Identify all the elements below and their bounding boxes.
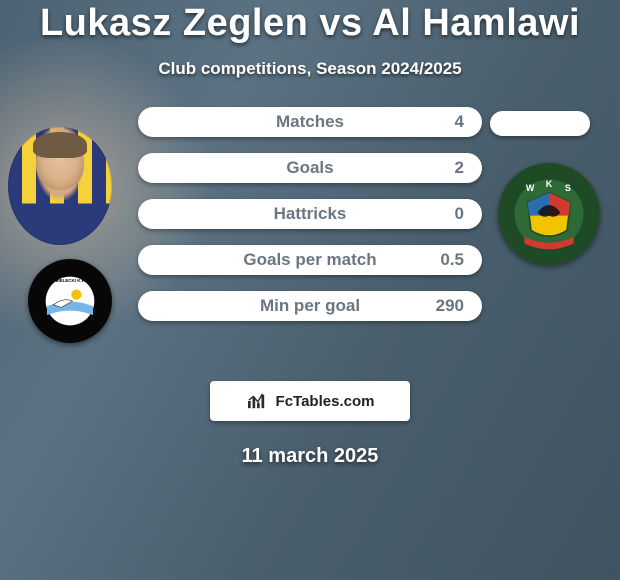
stat-label: Goals: [286, 158, 333, 178]
club-badge-right-icon: W K S: [508, 173, 590, 255]
svg-text:W: W: [526, 183, 535, 193]
stat-bar-min-per-goal: Min per goal 290: [138, 291, 482, 321]
stat-value: 4: [455, 112, 464, 132]
stat-value: 0.5: [440, 250, 464, 270]
stat-value: 0: [455, 204, 464, 224]
stat-bar-goals-per-match: Goals per match 0.5: [138, 245, 482, 275]
date-text: 11 march 2025: [0, 445, 620, 468]
page-title: Lukasz Zeglen vs Al Hamlawi: [0, 2, 620, 45]
brand-pill[interactable]: FcTables.com: [210, 381, 410, 421]
brand-text: FcTables.com: [276, 393, 375, 410]
stat-label: Hattricks: [274, 204, 347, 224]
player-left-club-badge: MIELECKI K.P.: [28, 259, 112, 343]
stat-bar-hattricks: Hattricks 0: [138, 199, 482, 229]
svg-text:S: S: [565, 183, 571, 193]
svg-text:K: K: [546, 179, 553, 189]
stat-label: Min per goal: [260, 296, 360, 316]
player-right-club-badge: W K S: [498, 163, 600, 265]
content: Lukasz Zeglen vs Al Hamlawi Club competi…: [0, 0, 620, 468]
stat-bars: Matches 4 Goals 2 Hattricks 0 Goals per …: [138, 107, 482, 337]
stat-bar-goals: Goals 2: [138, 153, 482, 183]
stat-value: 290: [436, 296, 464, 316]
subtitle: Club competitions, Season 2024/2025: [0, 59, 620, 79]
player-left-avatar: [8, 127, 112, 245]
stat-value: 2: [455, 158, 464, 178]
club-badge-left-icon: MIELECKI K.P.: [38, 269, 102, 333]
player-right-avatar-placeholder: [490, 111, 590, 136]
stat-label: Matches: [276, 112, 344, 132]
brand-chart-icon: [246, 392, 268, 410]
comparison-row: MIELECKI K.P. W K S: [0, 107, 620, 367]
stat-label: Goals per match: [243, 250, 376, 270]
stat-bar-matches: Matches 4: [138, 107, 482, 137]
svg-text:MIELECKI K.P.: MIELECKI K.P.: [55, 278, 86, 283]
